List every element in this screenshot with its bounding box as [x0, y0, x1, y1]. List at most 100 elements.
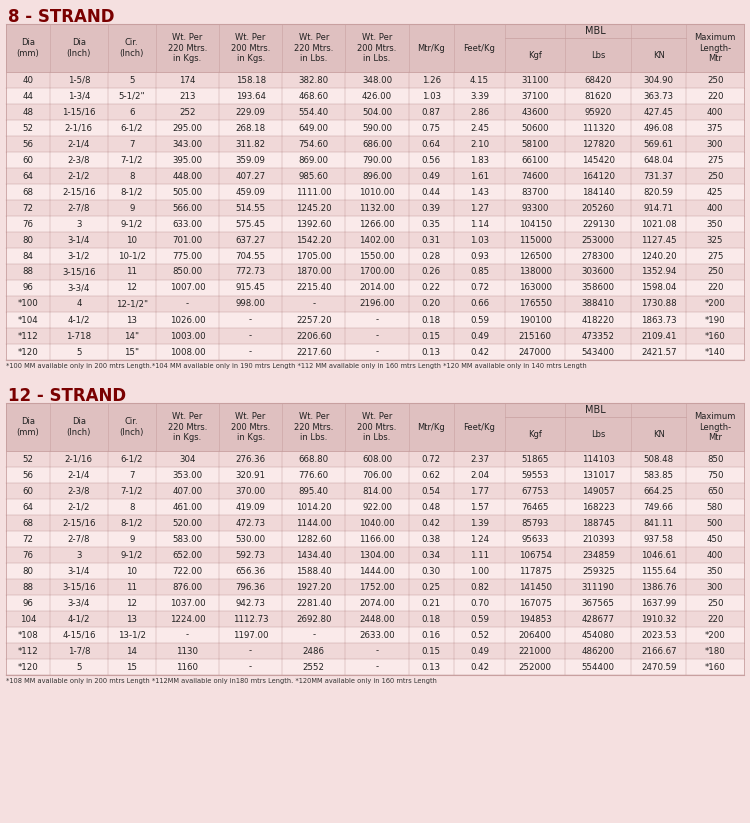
Text: Mtr/Kg: Mtr/Kg [418, 422, 446, 431]
Text: *100: *100 [17, 300, 38, 309]
Text: 0.70: 0.70 [470, 598, 489, 607]
Text: 229130: 229130 [582, 220, 615, 229]
Text: 145420: 145420 [582, 156, 615, 165]
Text: 0.25: 0.25 [422, 583, 441, 592]
Text: 530.00: 530.00 [236, 534, 266, 543]
Text: Wt. Per
220 Mtrs.
in Kgs.: Wt. Per 220 Mtrs. in Kgs. [168, 412, 207, 442]
Text: 58100: 58100 [521, 140, 549, 148]
Text: 168223: 168223 [582, 503, 615, 512]
Text: Lbs: Lbs [591, 50, 605, 59]
Text: 1.27: 1.27 [470, 203, 489, 212]
Text: 0.72: 0.72 [422, 454, 441, 463]
Text: 0.75: 0.75 [422, 123, 441, 133]
Text: 1637.99: 1637.99 [641, 598, 676, 607]
Text: -: - [249, 663, 252, 672]
Text: 2-1/4: 2-1/4 [68, 471, 90, 480]
Text: 163000: 163000 [518, 283, 551, 292]
Text: -: - [376, 332, 379, 341]
Text: 9-1/2: 9-1/2 [121, 220, 143, 229]
Text: 1266.00: 1266.00 [359, 220, 394, 229]
Text: Mtr/Kg: Mtr/Kg [418, 44, 446, 53]
Text: *200: *200 [705, 630, 725, 639]
Text: 820.59: 820.59 [644, 188, 674, 197]
Text: 188745: 188745 [582, 518, 615, 528]
Text: 914.71: 914.71 [644, 203, 674, 212]
Text: 915.45: 915.45 [236, 283, 266, 292]
Bar [6, 312, 744, 328]
Text: 56: 56 [22, 471, 34, 480]
Text: 250: 250 [707, 171, 724, 180]
Text: 37100: 37100 [521, 91, 549, 100]
Text: 7-1/2: 7-1/2 [121, 156, 143, 165]
Text: 1282.60: 1282.60 [296, 534, 332, 543]
Text: -: - [376, 647, 379, 655]
Text: 220: 220 [707, 283, 724, 292]
Text: 4: 4 [76, 300, 82, 309]
Bar [6, 120, 744, 136]
Text: 9: 9 [129, 203, 134, 212]
Text: 2.86: 2.86 [470, 108, 489, 117]
Text: 3-1/4: 3-1/4 [68, 235, 90, 244]
Text: 9-1/2: 9-1/2 [121, 551, 143, 560]
Bar [6, 611, 744, 627]
Text: 1010.00: 1010.00 [359, 188, 394, 197]
Text: 637.27: 637.27 [236, 235, 266, 244]
Text: Wt. Per
200 Mtrs.
in Kgs.: Wt. Per 200 Mtrs. in Kgs. [231, 412, 270, 442]
Text: 311190: 311190 [582, 583, 615, 592]
Text: 0.18: 0.18 [422, 315, 441, 324]
Text: 59553: 59553 [521, 471, 549, 480]
Bar [6, 88, 744, 104]
Text: 14: 14 [126, 647, 137, 655]
Text: 250: 250 [707, 267, 724, 277]
Text: 0.59: 0.59 [470, 315, 489, 324]
Text: 425: 425 [707, 188, 724, 197]
Text: 295.00: 295.00 [172, 123, 202, 133]
Text: 2-1/2: 2-1/2 [68, 503, 90, 512]
Text: 8: 8 [129, 171, 134, 180]
Text: 358600: 358600 [582, 283, 615, 292]
Text: 656.36: 656.36 [236, 566, 266, 575]
Text: 76465: 76465 [521, 503, 549, 512]
Text: 259325: 259325 [582, 566, 615, 575]
Text: 275: 275 [707, 252, 724, 261]
Text: 8: 8 [129, 503, 134, 512]
Text: 648.04: 648.04 [644, 156, 674, 165]
Text: Maximum
Length-
Mtr: Maximum Length- Mtr [694, 33, 736, 63]
Text: 1910.32: 1910.32 [641, 615, 676, 624]
Text: 0.64: 0.64 [422, 140, 441, 148]
Text: 554400: 554400 [582, 663, 615, 672]
Text: -: - [376, 315, 379, 324]
Text: 896.00: 896.00 [362, 171, 392, 180]
Text: 1386.76: 1386.76 [641, 583, 676, 592]
Text: 2-1/16: 2-1/16 [64, 454, 93, 463]
Text: 0.48: 0.48 [422, 503, 441, 512]
Text: 1.83: 1.83 [470, 156, 489, 165]
Text: 652.00: 652.00 [172, 551, 202, 560]
Text: 850.00: 850.00 [172, 267, 202, 277]
Text: *200: *200 [705, 300, 725, 309]
Text: 15: 15 [126, 663, 137, 672]
Text: MBL: MBL [585, 405, 606, 415]
Text: 304: 304 [179, 454, 196, 463]
Text: *100 MM available only in 200 mtrs Length.*104 MM available only in 190 mtrs Len: *100 MM available only in 200 mtrs Lengt… [6, 363, 586, 369]
Text: 2-3/8: 2-3/8 [68, 156, 90, 165]
Text: -: - [312, 300, 316, 309]
Text: 0.44: 0.44 [422, 188, 441, 197]
Text: 1155.64: 1155.64 [641, 566, 676, 575]
Text: 268.18: 268.18 [236, 123, 266, 133]
Text: 0.38: 0.38 [422, 534, 441, 543]
Text: 0.13: 0.13 [422, 663, 441, 672]
Text: 504.00: 504.00 [362, 108, 392, 117]
Bar [6, 499, 744, 515]
Text: 190100: 190100 [519, 315, 551, 324]
Text: 300: 300 [707, 583, 724, 592]
Text: 0.21: 0.21 [422, 598, 441, 607]
Text: 3-1/4: 3-1/4 [68, 566, 90, 575]
Bar [6, 136, 744, 152]
Text: 2448.00: 2448.00 [359, 615, 394, 624]
Text: 0.56: 0.56 [422, 156, 441, 165]
Text: 4.15: 4.15 [470, 76, 489, 85]
Text: 250: 250 [707, 76, 724, 85]
Text: Kgf: Kgf [528, 50, 542, 59]
Text: 253000: 253000 [582, 235, 615, 244]
